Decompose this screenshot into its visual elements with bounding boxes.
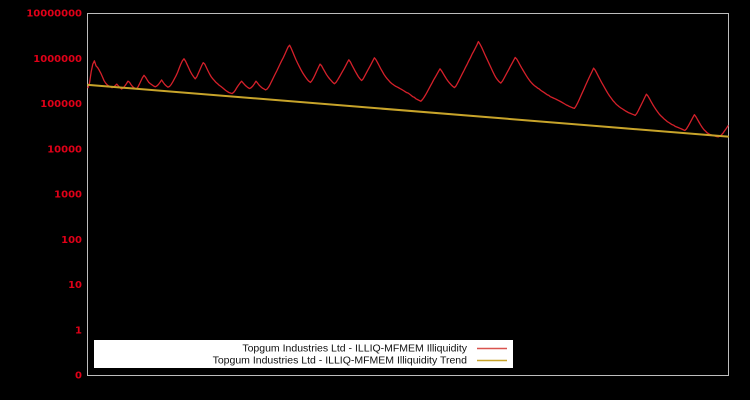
data-series-group xyxy=(87,40,729,138)
legend-item-label-0: Topgum Industries Ltd - ILLIQ-MFMEM Illi… xyxy=(242,342,467,354)
legend-item-label-1: Topgum Industries Ltd - ILLIQ-MFMEM Illi… xyxy=(213,354,468,366)
y-axis-tick-label: 10000000 xyxy=(26,9,82,20)
illiquidity-trend-line xyxy=(87,83,729,138)
y-axis-tick-label: 1000000 xyxy=(33,54,82,65)
y-axis-tick-label: 10000 xyxy=(47,144,82,155)
y-axis-tick-label: 1000 xyxy=(54,190,82,201)
y-axis-tick-label: 100 xyxy=(61,235,82,246)
y-axis-tick-label: 0 xyxy=(75,371,82,382)
legend-background xyxy=(94,340,513,368)
illiquidity-series-line xyxy=(87,40,729,138)
y-axis-tick-label: 100000 xyxy=(40,99,82,110)
plot-area-frame xyxy=(87,13,729,376)
chart-legend: Topgum Industries Ltd - ILLIQ-MFMEM Illi… xyxy=(94,340,513,368)
y-axis-tick-label: 10 xyxy=(68,280,82,291)
y-axis-tick-label: 1 xyxy=(75,325,82,336)
